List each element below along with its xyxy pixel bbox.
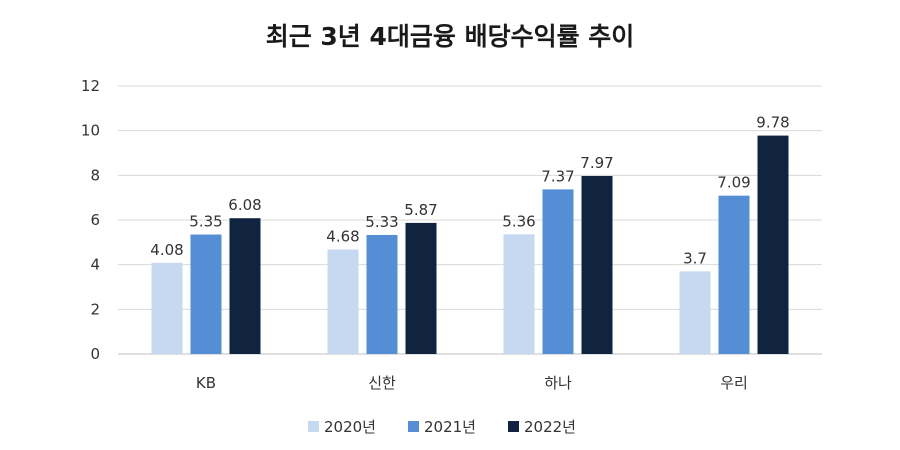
bar (366, 234, 398, 354)
legend-swatch (408, 421, 419, 432)
bar (503, 234, 535, 354)
data-label: 4.08 (150, 241, 183, 259)
data-label: 7.09 (717, 174, 750, 192)
bar (405, 222, 437, 354)
y-tick-label: 0 (90, 345, 100, 363)
bar (229, 218, 261, 354)
data-label: 5.33 (365, 213, 398, 231)
data-label: 5.87 (404, 201, 437, 219)
bar (718, 195, 750, 354)
bar (190, 234, 222, 354)
bar (581, 176, 613, 354)
y-axis-ticks: 0 2 4 6 8 10 12 (81, 77, 100, 363)
bar (151, 262, 183, 354)
legend: 2020년 2021년 2022년 (308, 418, 576, 436)
bar (542, 189, 574, 354)
chart-title: 최근 3년 4대금융 배당수익률 추이 (266, 22, 635, 51)
data-label: 7.37 (541, 167, 574, 185)
data-label: 3.7 (683, 249, 707, 267)
y-tick-label: 10 (81, 122, 100, 140)
legend-label: 2022년 (524, 418, 576, 436)
legend-label: 2021년 (424, 418, 476, 436)
category-label: 우리 (720, 374, 748, 392)
data-label: 9.78 (756, 114, 789, 132)
category-label: 신한 (368, 374, 396, 392)
data-label: 4.68 (326, 227, 359, 245)
gridlines (118, 85, 822, 355)
data-label: 5.36 (502, 212, 535, 230)
y-tick-label: 12 (81, 77, 100, 95)
bars (151, 135, 789, 354)
legend-swatch (508, 421, 519, 432)
y-tick-label: 8 (90, 166, 100, 184)
category-label: KB (196, 374, 216, 392)
category-label: 하나 (544, 374, 572, 392)
y-tick-label: 4 (90, 256, 100, 274)
bar (679, 271, 711, 354)
legend-label: 2020년 (324, 418, 376, 436)
bar (327, 249, 359, 354)
y-tick-label: 2 (90, 300, 100, 318)
category-labels: KB 신한 하나 우리 (196, 374, 748, 392)
data-label: 6.08 (228, 196, 261, 214)
data-label: 5.35 (189, 213, 222, 231)
legend-swatch (308, 421, 319, 432)
y-tick-label: 6 (90, 211, 100, 229)
bar (757, 135, 789, 354)
data-labels: 4.08 5.35 6.08 4.68 5.33 5.87 5.36 7.37 7.97 3.7 7… (150, 114, 789, 268)
data-label: 7.97 (580, 154, 613, 172)
